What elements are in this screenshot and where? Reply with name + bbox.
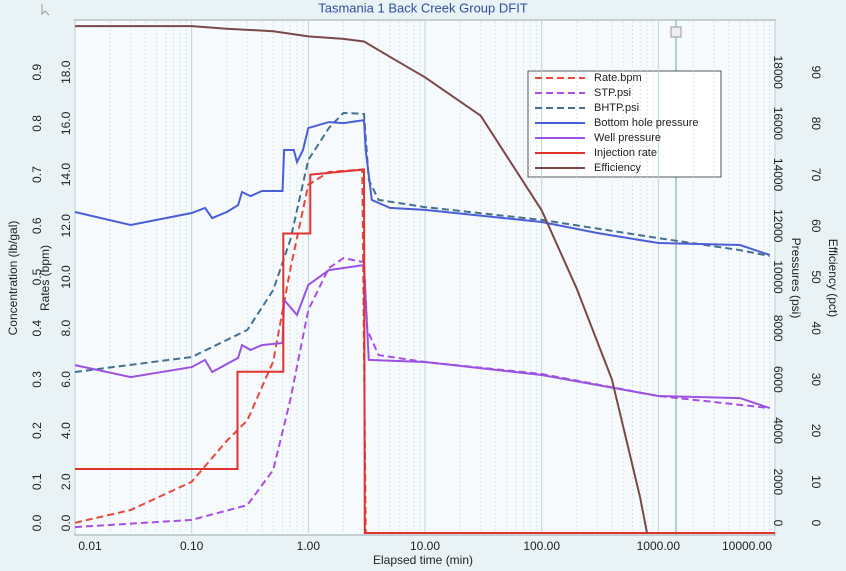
chart-title: Tasmania 1 Back Creek Group DFIT	[318, 0, 528, 15]
x-tick-label: 100.00	[523, 539, 560, 553]
y3-tick-label: 14000	[771, 158, 785, 192]
y-tick-label: 0.6	[30, 217, 44, 234]
x-tick-label: 10.00	[410, 539, 440, 553]
x-tick-label: 1000.00	[637, 539, 681, 553]
y3-tick-label: 10000	[771, 260, 785, 294]
y2-tick-label: 6.0	[59, 371, 73, 388]
legend-label: BHTP.psi	[594, 102, 639, 114]
legend-label: Bottom hole pressure	[594, 117, 699, 129]
legend-label: Efficiency	[594, 162, 641, 174]
legend-label: STP.psi	[594, 87, 631, 99]
y4-tick-label: 60	[809, 219, 823, 233]
x-tick-label: 0.01	[78, 539, 102, 553]
y4-tick-label: 50	[809, 270, 823, 284]
legend	[527, 70, 722, 178]
y2-tick-label: 8.0	[59, 320, 73, 337]
cursor-icon	[41, 4, 50, 16]
y4-tick-label: 10	[809, 475, 823, 489]
y4-tick-label: 80	[809, 117, 823, 131]
y-tick-label: 0.3	[30, 371, 44, 388]
y4-tick-label: 20	[809, 424, 823, 438]
y2-axis-label: Rates (bpm)	[38, 245, 52, 311]
series-line	[74, 118, 771, 256]
y3-tick-label: 0	[771, 520, 785, 527]
y4-tick-label: 30	[809, 373, 823, 387]
y2-tick-label: 16.0	[59, 111, 73, 135]
y-tick-label: 0.5	[30, 268, 44, 285]
y-tick-label: 0.8	[30, 115, 44, 132]
series-line	[74, 111, 770, 373]
y2-tick-label: 18.0	[59, 60, 73, 84]
legend-label: Well pressure	[594, 132, 661, 144]
y4-tick-label: 40	[809, 322, 823, 336]
y3-tick-label: 4000	[771, 417, 785, 444]
y2-tick-label: 0.0	[59, 514, 73, 531]
y2-tick-label: 14.0	[59, 163, 73, 187]
y-tick-label: 0.1	[30, 473, 44, 490]
x-tick-label: 10000.00	[722, 539, 772, 553]
y2-tick-label: 10.0	[59, 265, 73, 289]
y3-tick-label: 2000	[771, 468, 785, 495]
x-tick-label: 0.10	[180, 539, 204, 553]
y2-tick-label: 4.0	[59, 422, 73, 439]
y4-tick-label: 90	[809, 66, 823, 80]
series-line	[75, 25, 648, 534]
y2-tick-label: 2.0	[59, 473, 73, 490]
y-axis-label: Concentration (lb/gal)	[6, 221, 20, 336]
y4-tick-label: 70	[809, 168, 823, 182]
series-line	[74, 263, 771, 410]
x-axis-label: Elapsed time (min)	[373, 553, 473, 567]
y-tick-label: 0.9	[30, 64, 44, 81]
legend-label: Rate.bpm	[594, 72, 642, 84]
y-tick-label: 0.0	[30, 514, 44, 531]
series-line	[75, 168, 775, 534]
marker-icon	[670, 26, 682, 38]
y3-tick-label: 16000	[771, 107, 785, 141]
y3-tick-label: 18000	[771, 56, 785, 90]
y4-axis-label: Efficiency (pct)	[826, 239, 840, 317]
y3-axis-label: Pressures (psi)	[789, 238, 803, 319]
x-tick-label: 1.00	[297, 539, 321, 553]
y3-tick-label: 8000	[771, 315, 785, 342]
y-tick-label: 0.7	[30, 166, 44, 183]
y4-tick-label: 0	[809, 520, 823, 527]
y-tick-label: 0.2	[30, 422, 44, 439]
legend-label: Injection rate	[594, 147, 657, 159]
y3-tick-label: 6000	[771, 366, 785, 393]
y2-tick-label: 12.0	[59, 214, 73, 238]
y-tick-label: 0.4	[30, 320, 44, 337]
y3-tick-label: 12000	[771, 209, 785, 243]
